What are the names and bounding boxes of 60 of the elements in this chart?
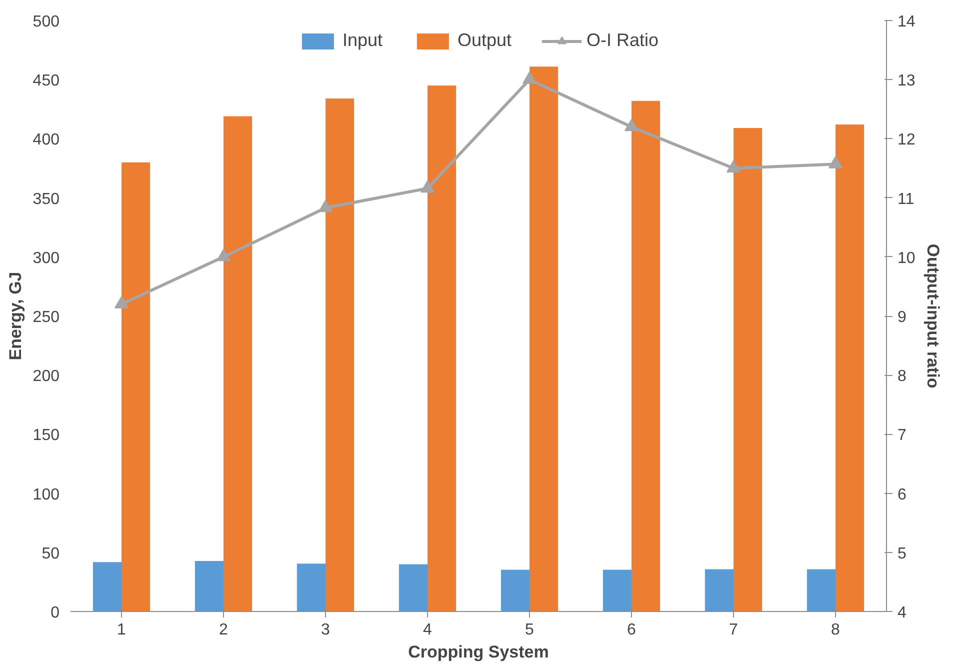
- bar: [836, 124, 864, 612]
- point: [828, 156, 842, 168]
- y-tick-label: 250: [32, 309, 60, 326]
- x-tick-label: 3: [321, 622, 330, 638]
- y-tick-label: 450: [32, 72, 60, 90]
- y-tick-label: 350: [32, 190, 60, 208]
- x-tick-label: 8: [831, 622, 840, 638]
- y2-tick-label: 12: [898, 132, 916, 149]
- point: [624, 118, 638, 132]
- y2-axis-title: Output-input ratio: [923, 244, 942, 388]
- bar: [194, 561, 224, 612]
- y2-tick-label: 8: [898, 368, 906, 386]
- legend-label: Input: [342, 30, 382, 51]
- point: [420, 180, 434, 193]
- y2-tick-label: 14: [898, 14, 916, 30]
- bar: [428, 86, 456, 612]
- y-tick-label: 150: [32, 427, 60, 444]
- x-axis-title: Cropping System: [408, 642, 549, 662]
- bar: [92, 562, 122, 612]
- y-tick-label: 0: [50, 604, 60, 622]
- x-tick-label: 2: [219, 622, 228, 638]
- y2-tick-label: 7: [898, 427, 906, 444]
- bar: [806, 569, 836, 612]
- y2-tick-label: 9: [898, 309, 906, 326]
- bar: [632, 100, 660, 612]
- bar: [602, 570, 632, 612]
- bar: [734, 128, 762, 612]
- point: [216, 248, 230, 262]
- y2-tick-label: 10: [898, 250, 916, 267]
- y2-tick-label: 4: [898, 604, 906, 622]
- legend-label: O-I Ratio: [586, 30, 659, 51]
- x-tick-label: 7: [729, 622, 738, 638]
- y-tick-label: 200: [32, 368, 60, 386]
- legend-label: Output: [457, 30, 512, 51]
- bar: [398, 564, 428, 612]
- bar: [704, 569, 734, 612]
- x-tick-label: 5: [525, 622, 534, 638]
- x-tick-label: 6: [627, 622, 636, 638]
- x-tick-label: 4: [423, 622, 432, 638]
- y2-tick-label: 11: [898, 190, 914, 208]
- y-tick-label: 50: [42, 545, 60, 562]
- bar: [296, 564, 326, 612]
- y-axis-title: Energy, GJ: [6, 272, 25, 360]
- y2-tick-label: 13: [898, 72, 916, 90]
- y2-tick-label: 5: [898, 545, 906, 562]
- point: [318, 200, 332, 212]
- bar: [224, 116, 252, 612]
- y-tick-label: 500: [32, 14, 60, 30]
- y2-tick-label: 6: [898, 486, 906, 504]
- point: [522, 72, 536, 84]
- x-tick-label: 1: [117, 622, 126, 638]
- bar: [122, 162, 150, 612]
- point: [726, 160, 740, 173]
- bar: [530, 66, 558, 612]
- y-tick-label: 400: [32, 132, 60, 149]
- y-tick-label: 100: [32, 486, 60, 504]
- bar: [326, 98, 354, 612]
- point: [114, 296, 128, 308]
- y-tick-label: 300: [32, 250, 60, 267]
- bar: [500, 570, 530, 612]
